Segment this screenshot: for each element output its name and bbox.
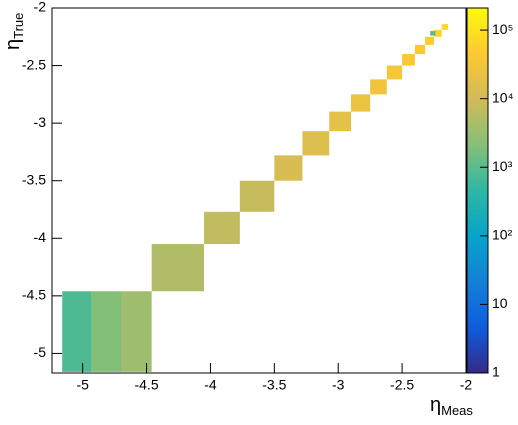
heatmap-cell: [370, 79, 387, 95]
heatmap-cell: [425, 36, 435, 45]
x-title-main: η: [430, 394, 441, 416]
colorbar-tick-label: 10³: [492, 158, 513, 174]
colorbar-tick-label: 10⁴: [492, 89, 514, 105]
heatmap-cell: [121, 291, 152, 372]
x-tick-label: -3.5: [262, 377, 286, 393]
colorbar: [466, 7, 489, 374]
y-tick-label: -2: [34, 0, 47, 15]
colorbar-tick-label: 1: [492, 364, 500, 380]
heatmap-cell: [329, 111, 351, 132]
heatmap-cell: [430, 31, 436, 36]
heatmap-cell: [441, 24, 449, 30]
y-tick-label: -3: [34, 114, 47, 130]
y-title-sub: True: [11, 13, 26, 39]
x-tick-label: -4.5: [134, 377, 158, 393]
heatmap-cell: [204, 211, 240, 245]
heatmap-cell: [351, 94, 371, 112]
heatmap-cell: [274, 155, 303, 181]
heatmap-cell: [302, 131, 330, 156]
x-tick-label: -2.5: [390, 377, 414, 393]
x-tick-label: -4: [204, 377, 217, 393]
heatmap-cell: [402, 54, 415, 66]
heatmap-cell: [434, 29, 442, 37]
x-axis-title: ηMeas: [430, 394, 473, 418]
colorbar-tick-label: 10: [492, 295, 508, 311]
y-axis-title: ηTrue: [2, 13, 26, 50]
heatmap-cell: [91, 291, 121, 372]
heatmap-cell: [239, 180, 275, 212]
y-tick-label: -4.5: [22, 287, 46, 303]
colorbar-tick-label: 10²: [492, 227, 513, 243]
y-title-main: η: [2, 39, 24, 50]
y-tick-label: -4: [34, 229, 47, 245]
heatmap-cell: [414, 44, 426, 55]
x-tick-label: -2: [460, 377, 473, 393]
y-tick-label: -3.5: [22, 171, 46, 187]
x-tick-label: -3: [332, 377, 345, 393]
heatmap-cell: [62, 291, 92, 372]
axis-frame: [51, 7, 467, 374]
heatmap-cell: [386, 65, 403, 80]
y-tick-label: -2.5: [22, 56, 46, 72]
x-title-sub: Meas: [441, 403, 473, 418]
x-tick-label: -5: [76, 377, 89, 393]
heatmap-cell: [151, 244, 205, 292]
y-tick-label: -5: [34, 344, 47, 360]
colorbar-tick-label: 10⁵: [492, 21, 513, 37]
